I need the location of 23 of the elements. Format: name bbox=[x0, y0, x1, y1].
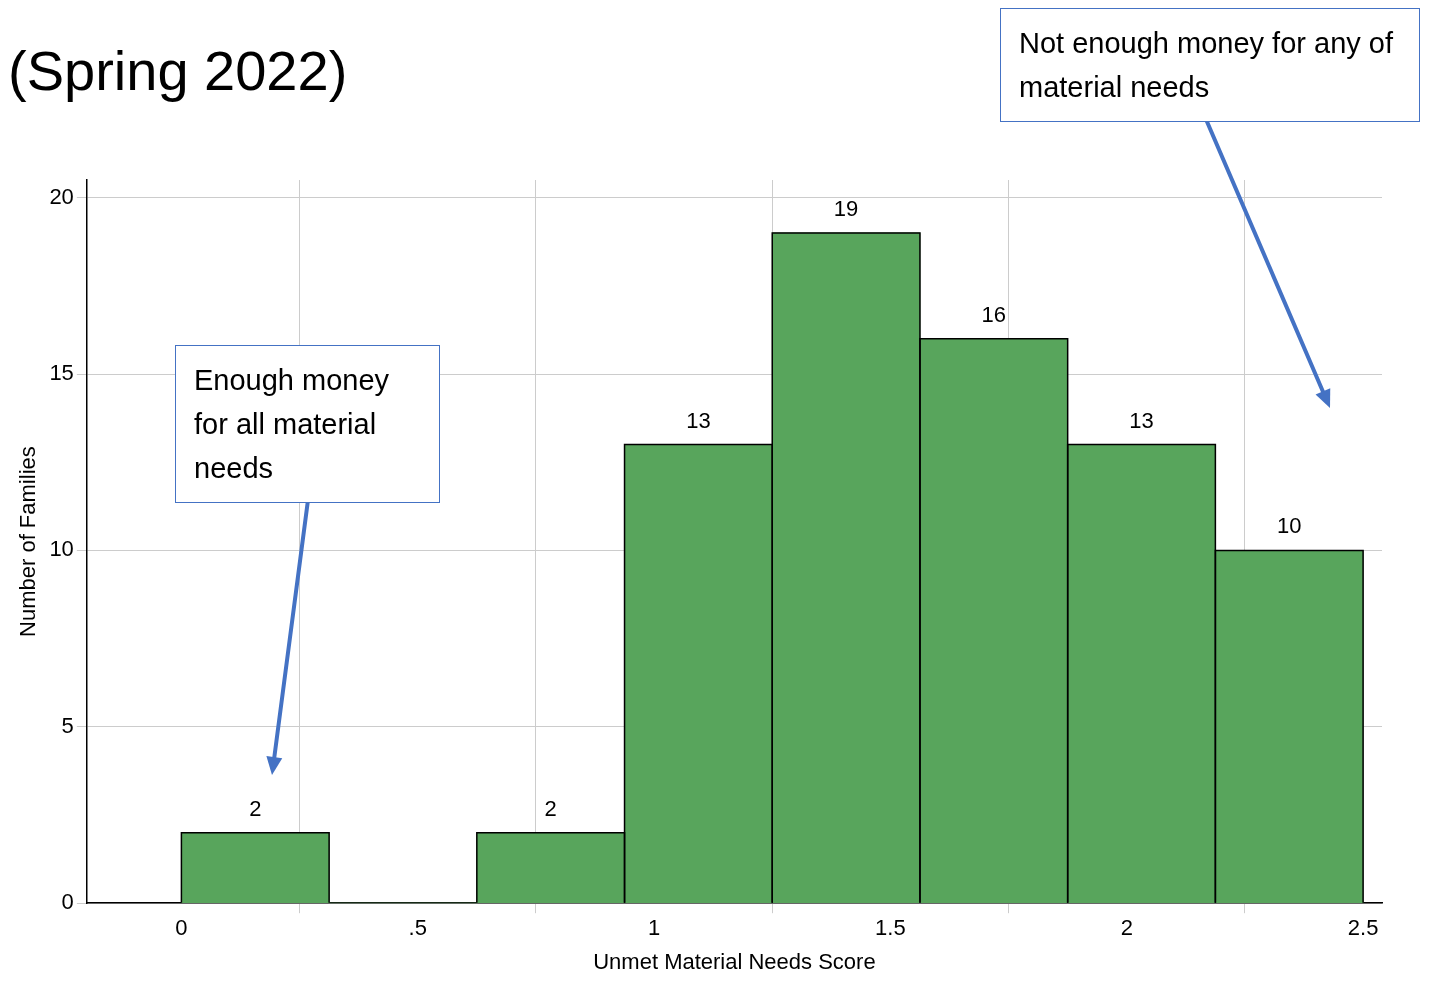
data-label: 2 bbox=[544, 795, 557, 821]
y-tick-label: 20 bbox=[49, 183, 74, 209]
data-label: 16 bbox=[981, 301, 1007, 327]
y-tick-label: 10 bbox=[49, 536, 74, 562]
data-label: 2 bbox=[249, 795, 262, 821]
x-tick-label: 2 bbox=[1120, 915, 1133, 941]
data-label: 13 bbox=[1129, 407, 1154, 433]
annotation: Enough money for all material needs bbox=[175, 345, 440, 503]
text: Not enough money for any of material needs bbox=[1000, 8, 1420, 122]
chart-title: (Spring 2022) bbox=[8, 39, 348, 102]
y-axis-title: Number of Families bbox=[15, 446, 41, 637]
data-label: 10 bbox=[1277, 513, 1302, 539]
y-tick-label: 15 bbox=[49, 360, 74, 386]
x-tick-label: 0 bbox=[175, 915, 188, 941]
x-axis-title: Unmet Material Needs Score bbox=[593, 948, 876, 974]
x-tick-label: 1.5 bbox=[875, 915, 906, 941]
data-label: 19 bbox=[833, 195, 859, 221]
x-tick-label: 2.5 bbox=[1347, 915, 1379, 941]
x-tick-label: 1 bbox=[647, 915, 661, 941]
data-label: 13 bbox=[686, 407, 711, 433]
x-tick-label: .5 bbox=[408, 915, 427, 941]
y-tick-label: 5 bbox=[61, 712, 74, 738]
y-tick-label: 0 bbox=[61, 889, 74, 915]
